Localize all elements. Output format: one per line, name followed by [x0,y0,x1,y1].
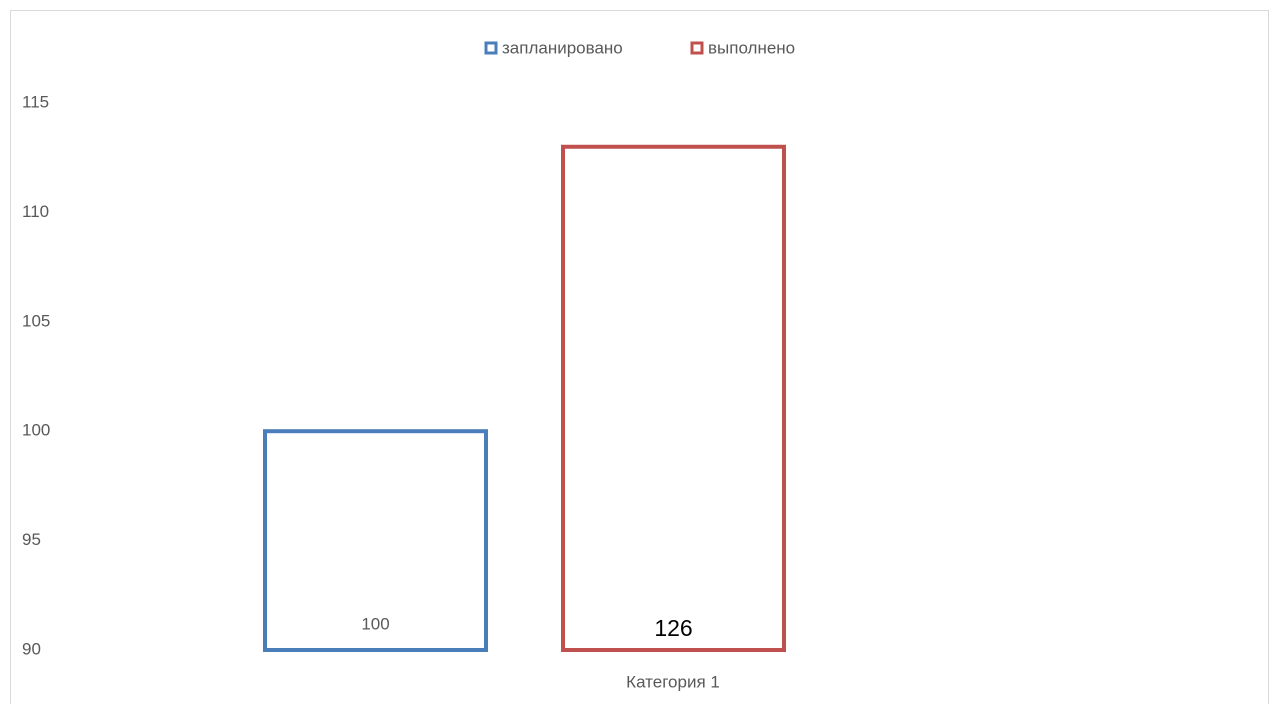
y-tick-label: 95 [22,530,41,549]
y-tick-label: 110 [22,202,49,221]
y-tick-label: 115 [22,92,49,111]
y-tick-label: 90 [22,639,41,658]
y-tick-label: 100 [22,421,50,440]
legend-swatch [690,41,704,55]
bar [263,429,488,653]
y-tick-label: 105 [22,311,50,330]
data-label: 100 [361,614,389,633]
legend-label: выполнено [708,38,795,57]
bar [561,144,786,652]
legend-swatch [484,41,498,55]
annotation: 126 [654,615,692,641]
legend-label: запланировано [502,38,623,57]
x-tick-label: Категория 1 [626,672,720,691]
